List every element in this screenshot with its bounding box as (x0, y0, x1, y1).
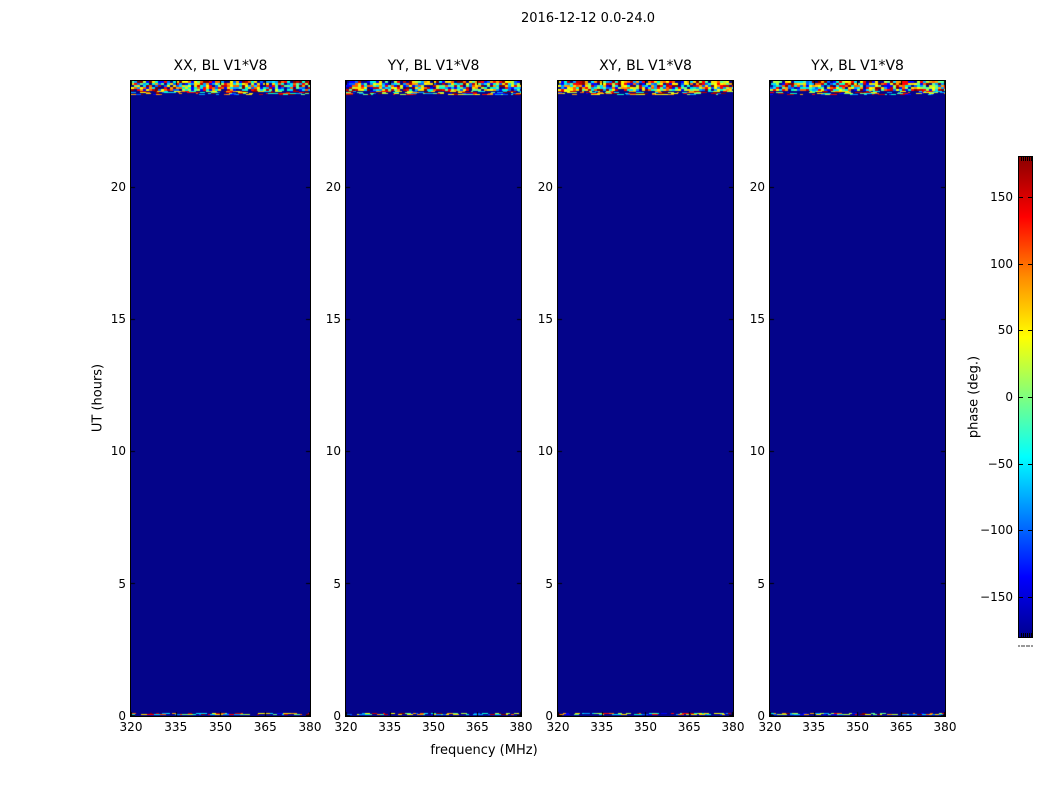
colorbar-tick-mark (1028, 464, 1032, 465)
subplot-title-xx: XX, BL V1*V8 (174, 58, 268, 74)
x-tick-label: 350 (209, 721, 232, 733)
colorbar-minor-tick (1031, 157, 1032, 161)
colorbar-minor-tick (1029, 633, 1030, 637)
y-tick-label: 15 (111, 313, 126, 325)
y-tick-label: 5 (333, 578, 341, 590)
colorbar-tick-mark (1028, 397, 1032, 398)
y-tick-label: 20 (538, 181, 553, 193)
y-tick-label: 0 (545, 710, 553, 722)
y-tick-label: 10 (750, 445, 765, 457)
y-tick-label: 20 (750, 181, 765, 193)
x-tick-label: 335 (590, 721, 613, 733)
y-tick-label: 15 (538, 313, 553, 325)
colorbar-tick-label: −150 (980, 590, 1013, 604)
colorbar-tick-label: −50 (988, 457, 1013, 471)
y-tick-label: 10 (111, 445, 126, 457)
colorbar-minor-tick (1021, 157, 1022, 161)
heatmap-canvas-xx (131, 81, 310, 716)
x-tick-label: 380 (722, 721, 745, 733)
y-tick-label: 20 (326, 181, 341, 193)
colorbar-tick-label: 0 (1005, 390, 1013, 404)
y-tick-label: 0 (118, 710, 126, 722)
x-tick-label: 380 (299, 721, 322, 733)
heatmap-canvas-yy (346, 81, 521, 716)
x-tick-label: 380 (510, 721, 533, 733)
colorbar-tick-mark (1019, 597, 1023, 598)
colorbar-tick-mark (1019, 330, 1023, 331)
colorbar-tick-mark (1028, 597, 1032, 598)
colorbar-minor-tick (1023, 633, 1024, 637)
colorbar-tick-label: 150 (990, 190, 1013, 204)
subplot-yx: YX, BL V1*V8 320 335 350 365 380 0 5 10 15 20 (769, 80, 946, 717)
colorbar: 150 100 50 0 −50 −100 −150 (1018, 156, 1033, 638)
x-tick-label: 365 (254, 721, 277, 733)
y-tick-label: 0 (757, 710, 765, 722)
colorbar-tick-mark (1028, 264, 1032, 265)
figure-title: 2016-12-12 0.0-24.0 (521, 11, 655, 26)
x-tick-label: 380 (934, 721, 957, 733)
colorbar-tick-label: 100 (990, 257, 1013, 271)
colorbar-tick-mark (1019, 397, 1023, 398)
y-tick-label: 10 (326, 445, 341, 457)
x-tick-label: 365 (678, 721, 701, 733)
x-tick-label: 335 (378, 721, 401, 733)
colorbar-minor-tick (1029, 157, 1030, 161)
heatmap-canvas-xy (558, 81, 733, 716)
x-tick-label: 335 (164, 721, 187, 733)
x-tick-label: 335 (802, 721, 825, 733)
y-axis-label: UT (hours) (91, 364, 106, 432)
y-tick-label: 5 (118, 578, 126, 590)
y-tick-label: 0 (333, 710, 341, 722)
colorbar-tick-label: 50 (998, 323, 1013, 337)
y-tick-label: 15 (750, 313, 765, 325)
colorbar-tick-mark (1019, 530, 1023, 531)
colorbar-tick-mark (1019, 197, 1023, 198)
colorbar-tick-mark (1028, 330, 1032, 331)
y-tick-label: 20 (111, 181, 126, 193)
x-tick-label: 350 (846, 721, 869, 733)
subplot-title-xy: XY, BL V1*V8 (599, 58, 692, 74)
x-tick-label: 350 (634, 721, 657, 733)
colorbar-tick-label: −100 (980, 523, 1013, 537)
subplot-title-yy: YY, BL V1*V8 (388, 58, 480, 74)
colorbar-label: phase (deg.) (967, 356, 982, 438)
x-tick-label: 350 (422, 721, 445, 733)
colorbar-tick-mark (1019, 264, 1023, 265)
y-tick-label: 5 (757, 578, 765, 590)
colorbar-minor-tick (1027, 633, 1028, 637)
subplot-xy: XY, BL V1*V8 320 335 350 365 380 0 5 10 15 20 (557, 80, 734, 717)
colorbar-minor-tick (1025, 633, 1026, 637)
figure: 2016-12-12 0.0-24.0 UT (hours) frequency… (0, 0, 1050, 800)
colorbar-tick-mark (1019, 464, 1023, 465)
y-tick-label: 10 (538, 445, 553, 457)
colorbar-minor-tick (1025, 157, 1026, 161)
subplot-yy: YY, BL V1*V8 320 335 350 365 380 0 5 10 15 20 (345, 80, 522, 717)
colorbar-minor-tick (1027, 157, 1028, 161)
y-tick-label: 5 (545, 578, 553, 590)
colorbar-tick-mark (1028, 197, 1032, 198)
subplot-title-yx: YX, BL V1*V8 (811, 58, 904, 74)
x-tick-label: 365 (890, 721, 913, 733)
colorbar-minor-tick (1031, 633, 1032, 637)
colorbar-minor-tick (1023, 157, 1024, 161)
colorbar-tick-mark (1028, 530, 1032, 531)
colorbar-minor-tick (1021, 633, 1022, 637)
subplot-xx: XX, BL V1*V8 320 335 350 365 380 0 5 10 15 20 (130, 80, 311, 717)
x-axis-label: frequency (MHz) (430, 743, 537, 758)
y-tick-label: 15 (326, 313, 341, 325)
heatmap-canvas-yx (770, 81, 945, 716)
colorbar-bottom-dot (1031, 645, 1033, 647)
x-tick-label: 365 (466, 721, 489, 733)
